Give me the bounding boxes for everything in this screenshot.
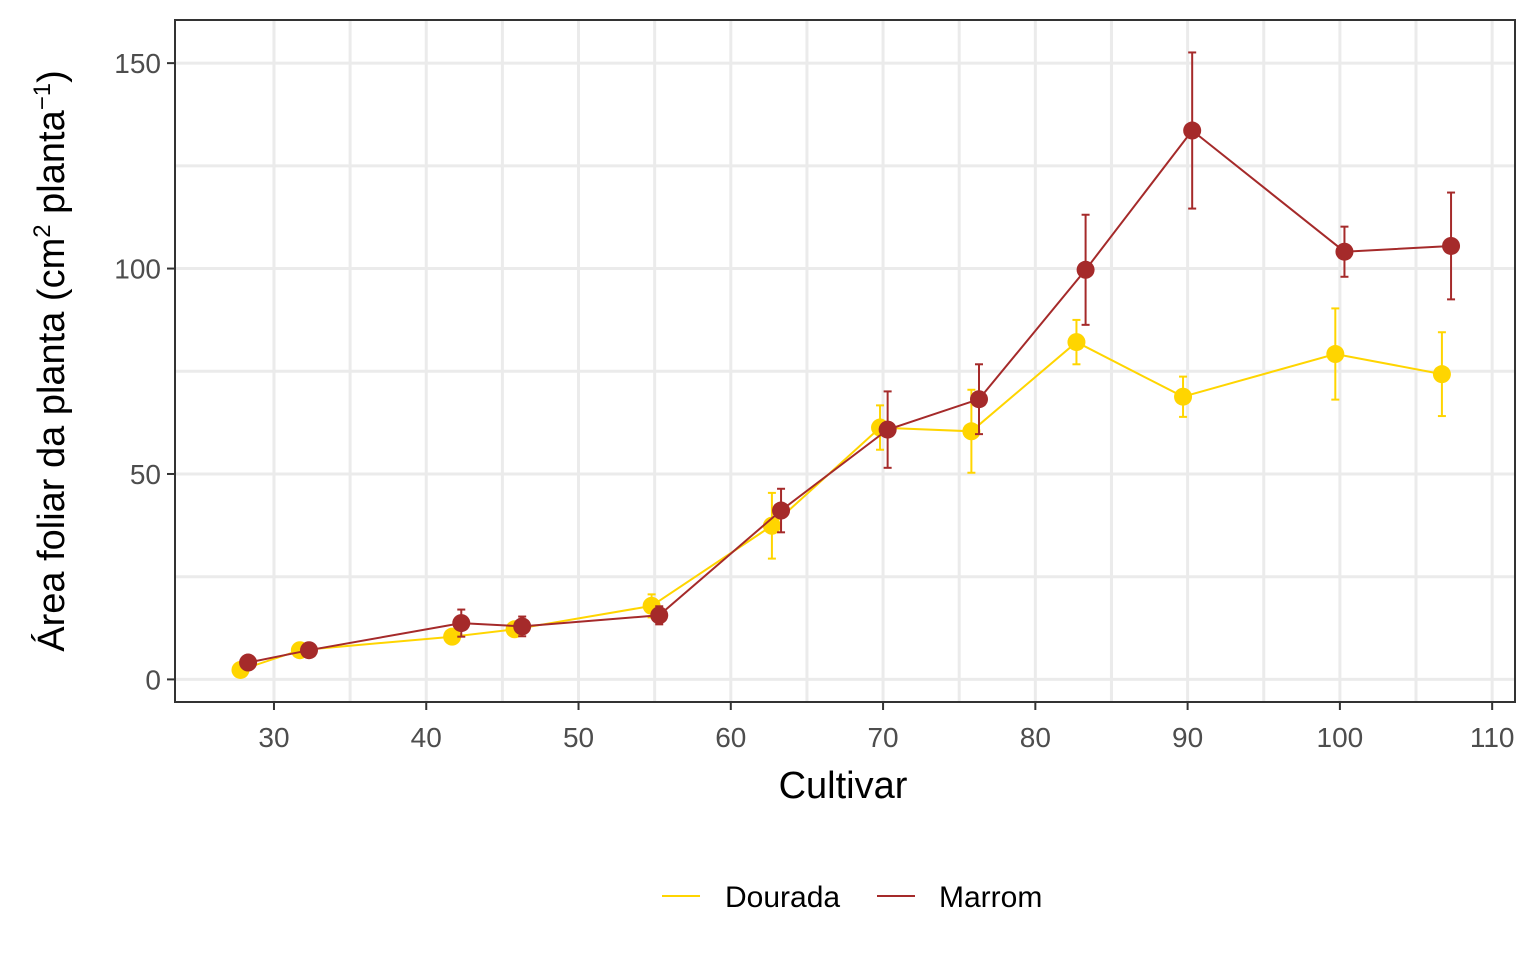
y-tick-label: 0 <box>145 664 161 695</box>
data-point <box>443 627 462 646</box>
y-axis-title-sup1: 2 <box>29 224 56 237</box>
y-tick-label: 150 <box>114 48 161 79</box>
x-tick-label: 70 <box>867 722 898 753</box>
y-tick-label: 100 <box>114 254 161 285</box>
y-axis-title: Área foliar da planta (cm2 planta−1) <box>29 70 73 651</box>
data-point <box>962 422 981 441</box>
series-line <box>247 129 1452 664</box>
y-axis-title-main: Área foliar da planta (cm <box>30 238 73 652</box>
data-point <box>1432 365 1451 384</box>
x-tick-label: 80 <box>1020 722 1051 753</box>
legend-label-marrom: Marrom <box>939 881 1042 914</box>
legend: Dourada Marrom <box>662 881 1042 914</box>
plot-panel <box>175 20 1515 702</box>
data-point <box>513 617 532 636</box>
data-point <box>452 614 471 633</box>
x-tick-label: 100 <box>1317 722 1364 753</box>
data-point <box>300 641 318 660</box>
series-layer <box>231 51 1461 679</box>
x-tick-label: 40 <box>411 722 442 753</box>
data-point <box>1174 387 1193 406</box>
data-point <box>1183 121 1202 140</box>
y-axis-title-mid: planta <box>31 109 73 224</box>
x-tick-label: 90 <box>1172 722 1203 753</box>
x-tick-label: 110 <box>1470 722 1515 753</box>
data-point <box>1335 242 1354 261</box>
y-axis-title-sup2: −1 <box>29 83 56 110</box>
data-point <box>650 606 669 625</box>
y-axis-title-end: ) <box>31 70 73 83</box>
x-tick-label: 30 <box>258 722 289 753</box>
plot-frame <box>174 19 1516 703</box>
x-axis-ticks: 30 40 50 60 70 80 90 100 110 <box>258 702 1514 753</box>
data-point <box>239 653 258 672</box>
grid-lines <box>175 20 1515 702</box>
data-point <box>1076 260 1095 279</box>
data-point <box>1067 333 1086 352</box>
data-point <box>1442 236 1461 255</box>
y-axis-ticks: 0 50 100 150 <box>114 48 175 695</box>
data-point <box>772 501 791 520</box>
data-point <box>1326 345 1345 364</box>
data-point <box>970 390 988 409</box>
x-tick-label: 60 <box>715 722 746 753</box>
data-point <box>878 420 897 439</box>
y-tick-label: 50 <box>130 459 161 490</box>
legend-label-dourada: Dourada <box>725 881 840 914</box>
x-tick-label: 50 <box>563 722 594 753</box>
x-axis-title: Cultivar <box>779 765 908 807</box>
series-marrom <box>239 51 1461 672</box>
